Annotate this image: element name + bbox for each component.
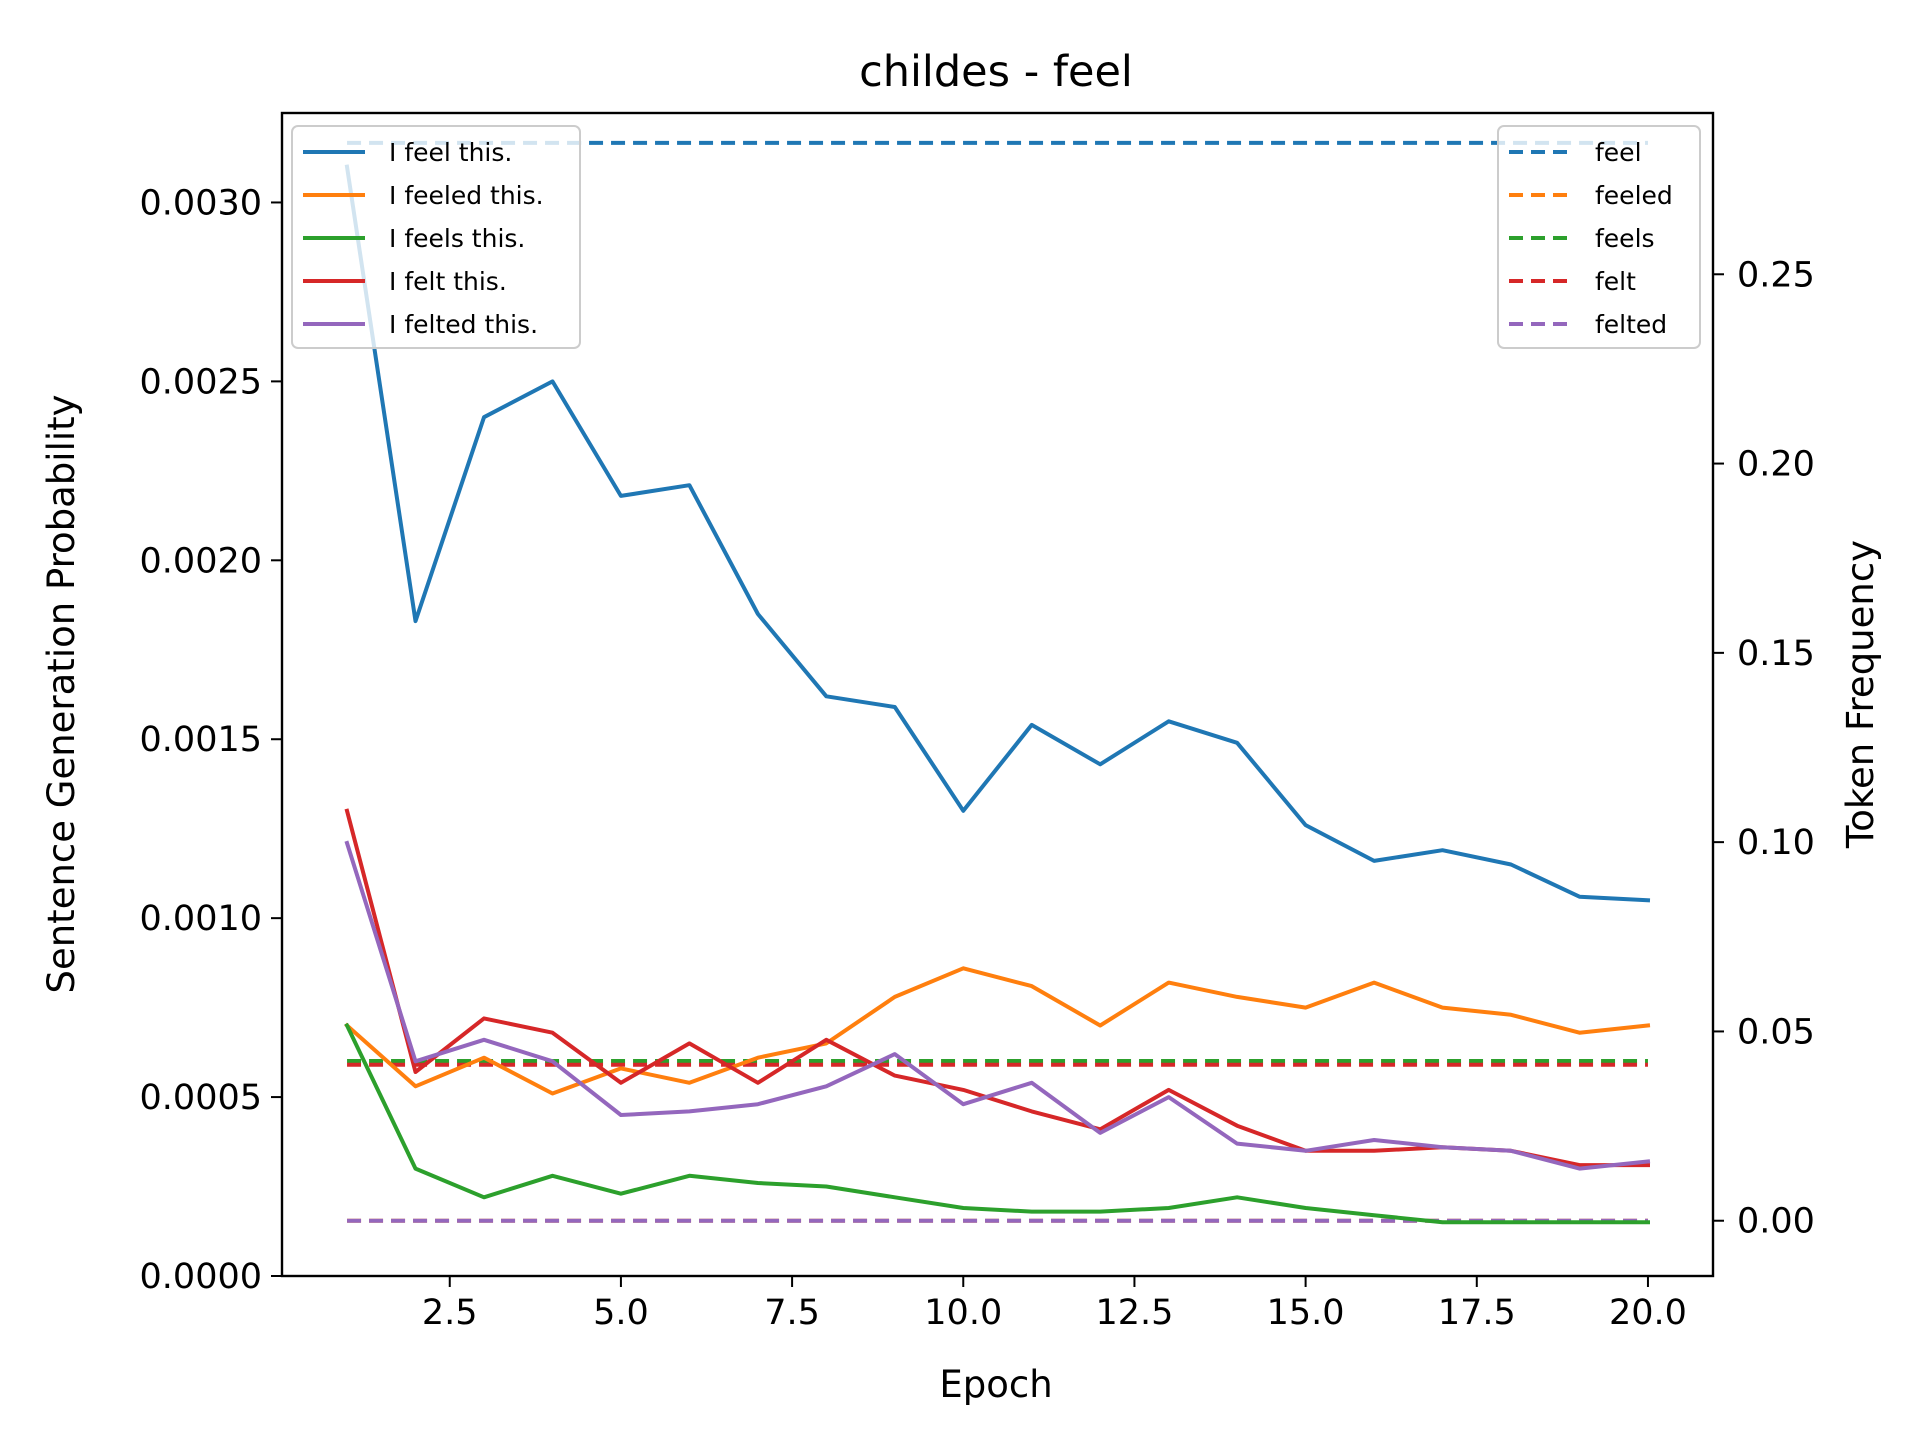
y-tick-label: 0.0000 (140, 1257, 262, 1297)
y-axis-right: 0.00 0.05 0.10 0.15 0.20 0.25 (1713, 255, 1815, 1242)
y2-tick-label: 0.00 (1737, 1202, 1815, 1242)
legend-label: feels (1595, 224, 1655, 253)
legend-sentences: I feel this. I feeled this. I feels this. I… (291, 125, 581, 349)
y-axis-label-left: Sentence Generation Probability (40, 394, 83, 993)
legend-label: I feels this. (389, 224, 525, 253)
y-tick-label: 0.0015 (140, 720, 262, 760)
x-tick-label: 7.5 (764, 1293, 820, 1333)
y-tick-label: 0.0030 (140, 183, 262, 223)
x-tick-label: 2.5 (422, 1293, 478, 1333)
legend-box (291, 125, 581, 349)
legend-label: feeled (1595, 181, 1673, 210)
series-line-1 (344, 966, 1651, 1096)
y-tick-label: 0.0020 (140, 541, 262, 581)
legend-label: felt (1595, 267, 1636, 296)
y2-tick-label: 0.20 (1737, 445, 1815, 485)
legend-label: feel (1595, 138, 1642, 167)
x-tick-label: 17.5 (1438, 1293, 1516, 1333)
series-line-2 (344, 1022, 1650, 1225)
x-tick-label: 5.0 (593, 1293, 649, 1333)
x-axis-label: Epoch (939, 1363, 1052, 1406)
y-axis-label-right: Token Frequency (1839, 540, 1882, 849)
legend-label: I feel this. (389, 138, 512, 167)
y2-tick-label: 0.10 (1737, 823, 1815, 863)
plot-frame (280, 111, 1715, 1278)
y-tick-label: 0.0025 (140, 362, 262, 402)
x-tick-label: 12.5 (1095, 1293, 1173, 1333)
y2-tick-label: 0.05 (1737, 1012, 1815, 1052)
legend-label: I felted this. (389, 310, 538, 339)
legend-label: I feeled this. (389, 181, 544, 210)
series-line-4 (344, 840, 1651, 1171)
x-tick-label: 10.0 (924, 1293, 1002, 1333)
x-axis: 2.5 5.0 7.5 10.0 12.5 15.0 17.5 20.0 (422, 1276, 1687, 1333)
y-tick-label: 0.0005 (140, 1078, 262, 1118)
legend-tokens: feel feeled feels felt felted (1497, 125, 1701, 349)
y-axis-left: 0.0000 0.0005 0.0010 0.0015 0.0020 0.0025 0.00… (140, 183, 282, 1297)
legend-box (1497, 125, 1701, 349)
legend-label: I felt this. (389, 267, 507, 296)
y2-tick-label: 0.15 (1737, 634, 1815, 674)
chart-title: childes - feel (859, 47, 1133, 97)
x-tick-label: 20.0 (1609, 1293, 1687, 1333)
plot-area (344, 140, 1651, 1225)
y2-tick-label: 0.25 (1737, 255, 1815, 295)
x-tick-label: 15.0 (1267, 1293, 1345, 1333)
series-line-0 (344, 164, 1651, 903)
legend-label: felted (1595, 310, 1667, 339)
y-tick-label: 0.0010 (140, 899, 262, 939)
